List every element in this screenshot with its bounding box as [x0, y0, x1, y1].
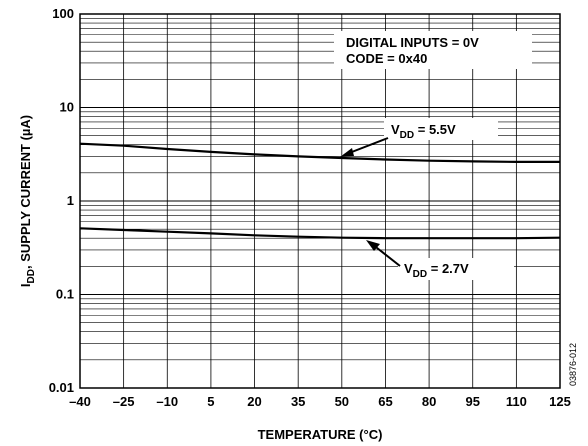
x-tick-label: 95 — [465, 394, 479, 409]
y-tick-label: 10 — [60, 100, 74, 115]
series-line-vdd-2v7 — [79, 227, 561, 240]
plot-frame — [79, 13, 561, 389]
y-axis-label: IDD, SUPPLY CURRENT (µA) — [18, 115, 37, 287]
series-lines — [79, 142, 561, 240]
x-tick-label: –10 — [156, 394, 178, 409]
condition-digital-inputs: DIGITAL INPUTS = 0V — [346, 35, 479, 50]
label-bg-2v7 — [398, 258, 514, 280]
x-tick-label: –25 — [113, 394, 135, 409]
grid — [79, 14, 561, 389]
y-tick-label: 100 — [52, 6, 74, 21]
x-tick-label: 125 — [549, 394, 571, 409]
conditions-box — [334, 31, 532, 69]
x-tick-label: 5 — [207, 394, 214, 409]
series-label-2v7: VDD = 2.7V — [404, 261, 469, 280]
x-tick-label: 35 — [291, 394, 305, 409]
x-tick-label: 65 — [378, 394, 392, 409]
arrowhead-2v7 — [366, 240, 380, 251]
condition-code: CODE = 0x40 — [346, 51, 427, 66]
x-tick-label: 80 — [422, 394, 436, 409]
x-tick-label: 110 — [506, 394, 527, 409]
x-tick-label: –40 — [69, 394, 91, 409]
label-bg-5v5 — [384, 118, 498, 140]
series-label-5v5: VDD = 5.5V — [391, 122, 456, 141]
y-tick-label: 0.1 — [56, 287, 74, 302]
series-line-vdd-5v5 — [79, 142, 560, 163]
figure-id: 03876-012 — [568, 343, 578, 386]
x-tick-label: 50 — [335, 394, 349, 409]
arrowhead-5v5 — [340, 148, 354, 157]
y-tick-label: 0.01 — [49, 380, 74, 395]
y-tick-label: 1 — [67, 193, 74, 208]
y-tick-labels: 0.01 0.1 1 10 100 — [49, 6, 74, 395]
x-tick-label: 20 — [247, 394, 261, 409]
x-tick-labels: –40 –25 –10 5 20 35 50 65 80 95 110 125 — [69, 394, 571, 409]
x-axis-label: TEMPERATURE (°C) — [258, 427, 383, 442]
